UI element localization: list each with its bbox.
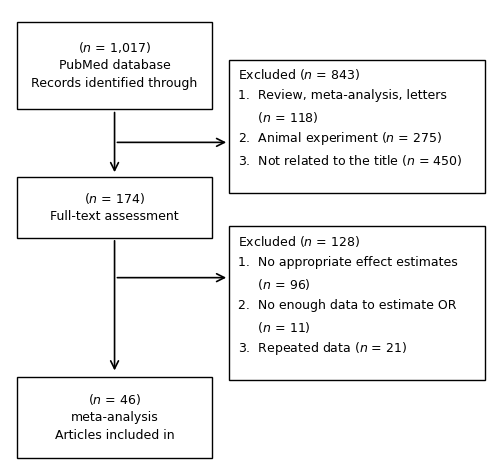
- FancyBboxPatch shape: [229, 60, 485, 192]
- Text: Articles included in: Articles included in: [55, 429, 174, 442]
- Text: ($n$ = 118): ($n$ = 118): [238, 110, 319, 125]
- Text: ($n$ = 11): ($n$ = 11): [238, 319, 311, 335]
- Text: Excluded ($n$ = 128): Excluded ($n$ = 128): [238, 234, 360, 249]
- Text: Excluded ($n$ = 843): Excluded ($n$ = 843): [238, 67, 360, 82]
- FancyBboxPatch shape: [17, 377, 212, 458]
- Text: ($n$ = 46): ($n$ = 46): [88, 392, 141, 407]
- Text: meta-analysis: meta-analysis: [71, 411, 159, 424]
- Text: Full-text assessment: Full-text assessment: [50, 210, 179, 223]
- Text: 2.  No enough data to estimate OR: 2. No enough data to estimate OR: [238, 299, 456, 312]
- Text: 2.  Animal experiment ($n$ = 275): 2. Animal experiment ($n$ = 275): [238, 130, 442, 148]
- FancyBboxPatch shape: [17, 22, 212, 109]
- FancyBboxPatch shape: [17, 178, 212, 238]
- Text: PubMed database: PubMed database: [59, 59, 170, 72]
- Text: 1.  No appropriate effect estimates: 1. No appropriate effect estimates: [238, 256, 458, 269]
- FancyBboxPatch shape: [229, 227, 485, 380]
- Text: ($n$ = 96): ($n$ = 96): [238, 277, 311, 292]
- Text: 1.  Review, meta-analysis, letters: 1. Review, meta-analysis, letters: [238, 89, 447, 102]
- Text: ($n$ = 174): ($n$ = 174): [84, 191, 145, 206]
- Text: 3.  Repeated data ($n$ = 21): 3. Repeated data ($n$ = 21): [238, 340, 407, 357]
- Text: 3.  Not related to the title ($n$ = 450): 3. Not related to the title ($n$ = 450): [238, 153, 462, 168]
- Text: Records identified through: Records identified through: [31, 77, 198, 89]
- Text: ($n$ = 1,017): ($n$ = 1,017): [78, 40, 151, 55]
